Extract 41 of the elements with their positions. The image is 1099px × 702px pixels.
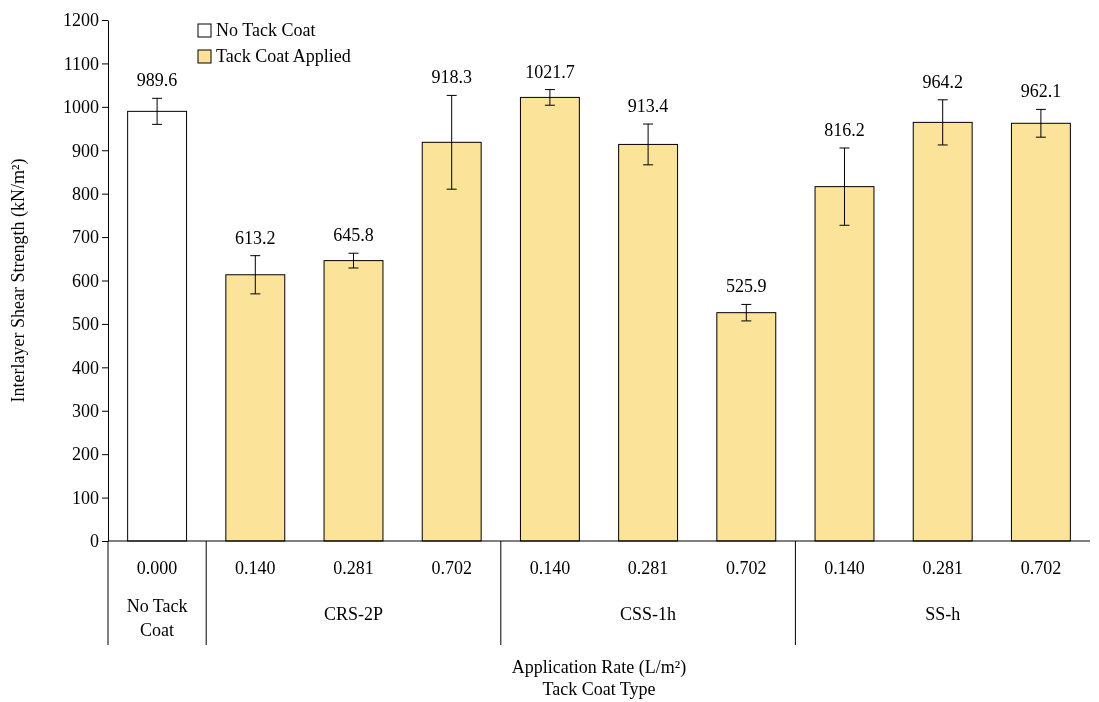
x-tick-label: 0.702 <box>431 558 472 578</box>
data-label: 645.8 <box>333 225 374 246</box>
legend-label: Tack Coat Applied <box>216 46 351 66</box>
x-tick-label: 0.000 <box>136 558 178 578</box>
x-tick-label: 0.140 <box>529 558 571 578</box>
x-tick-label: 0.281 <box>627 558 669 578</box>
y-tick-label: 0 <box>90 531 99 552</box>
y-tick-label: 100 <box>72 487 99 508</box>
x-tick-label: 0.702 <box>1020 558 1062 578</box>
data-label: 913.4 <box>627 96 669 117</box>
x-tick-label: 0.281 <box>333 558 374 578</box>
y-tick-label: 1100 <box>63 53 99 74</box>
legend-label: No Tack Coat <box>216 20 316 40</box>
x-tick-label: 0.140 <box>235 558 276 578</box>
y-tick-label: 1000 <box>63 97 99 118</box>
text: No Tack Coat <box>126 596 188 640</box>
y-axis-title: Interlayer Shear Strength (kN/m²) <box>8 158 29 403</box>
y-tick-label: 800 <box>72 183 99 204</box>
data-label: 962.1 <box>1020 81 1062 102</box>
data-label: 1021.7 <box>525 61 575 82</box>
data-label: 613.2 <box>235 227 276 248</box>
data-label: 989.6 <box>136 70 178 91</box>
data-label: 918.3 <box>431 67 472 88</box>
text: CSS-1h <box>620 604 677 624</box>
y-tick-label: 700 <box>72 227 99 248</box>
data-label: 816.2 <box>824 119 865 140</box>
y-tick-label: 1200 <box>63 10 99 31</box>
y-tick-label: 600 <box>72 270 99 291</box>
data-label: 525.9 <box>726 276 767 297</box>
y-tick-label: 900 <box>72 140 99 161</box>
x-tick-label: 0.702 <box>726 558 767 578</box>
x-tick-label: 0.140 <box>824 558 865 578</box>
y-tick-label: 400 <box>72 357 99 378</box>
y-tick-label: 200 <box>72 444 99 465</box>
data-label: 964.2 <box>922 71 963 92</box>
y-tick-label: 500 <box>72 314 99 335</box>
text: CRS-2P <box>323 604 384 624</box>
x-axis-title: Application Rate (L/m²) Tack Coat Type <box>511 657 687 699</box>
y-tick-label: 300 <box>72 401 99 422</box>
x-tick-label: 0.281 <box>922 558 963 578</box>
text: SS-h <box>925 604 961 624</box>
